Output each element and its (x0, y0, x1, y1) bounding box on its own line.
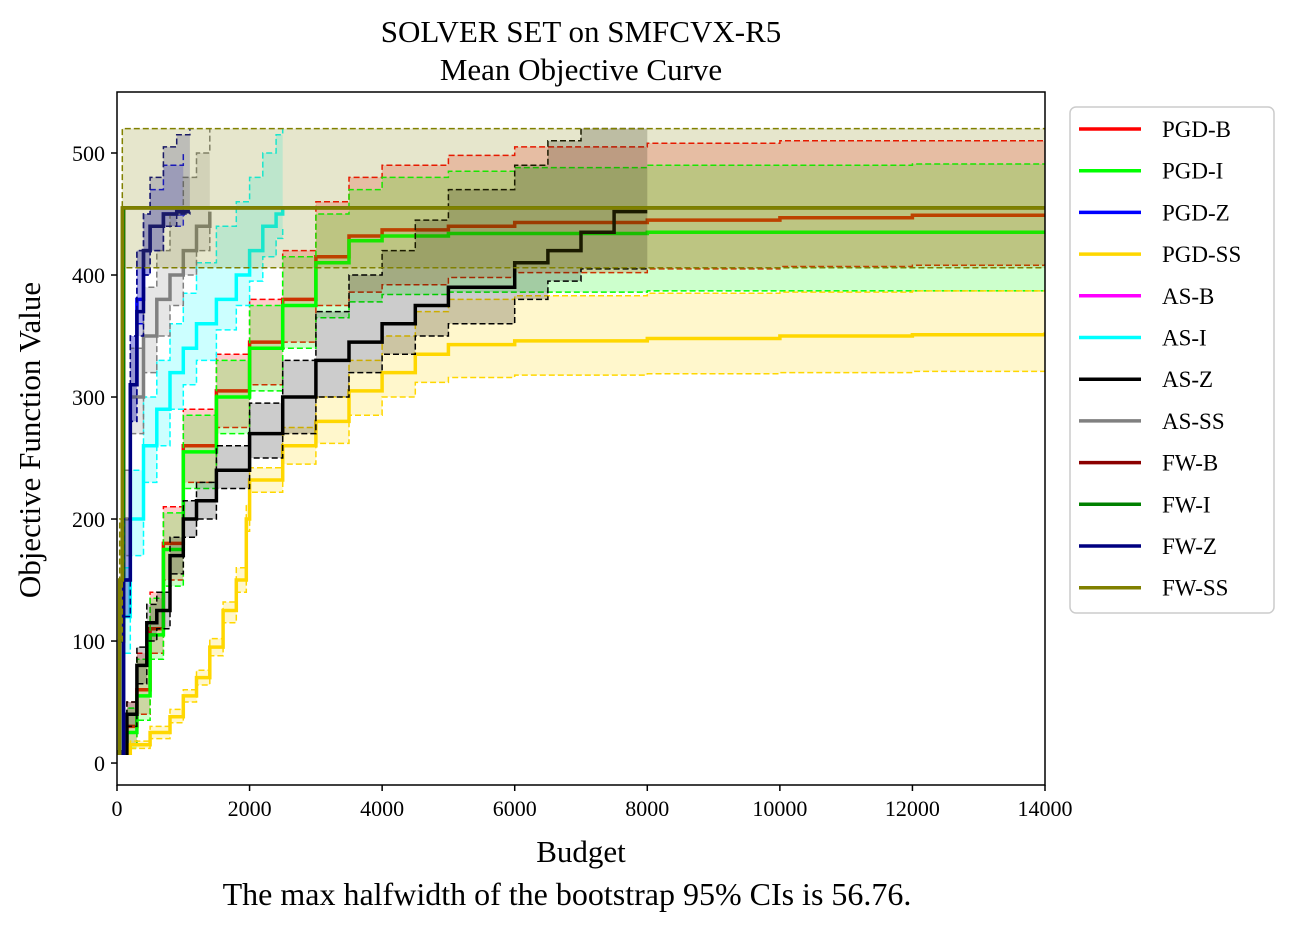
series-line-as-i (117, 207, 285, 756)
legend-label-pgd-z: PGD-Z (1162, 200, 1230, 225)
y-tick-label: 200 (72, 507, 105, 532)
y-tick-label: 300 (72, 385, 105, 410)
chart-title: SOLVER SET on SMFCVX-R5 (381, 14, 782, 49)
x-tick-label: 6000 (493, 796, 537, 821)
y-tick-label: 0 (94, 751, 105, 776)
ci-lower-as-i (117, 226, 284, 755)
y-tick-label: 100 (72, 629, 105, 654)
series-line-as-z (117, 209, 648, 756)
x-tick-label: 2000 (228, 796, 272, 821)
chart-subtitle: Mean Objective Curve (440, 52, 722, 87)
y-tick-label: 500 (72, 141, 105, 166)
legend-label-pgd-i: PGD-I (1162, 159, 1223, 184)
ci-band-fw-z (117, 128, 190, 754)
legend-frame (1069, 106, 1275, 614)
legend-label-as-ss: AS-SS (1162, 409, 1225, 434)
ci-upper-pgd-b (117, 140, 1045, 752)
legend: PGD-B PGD-I PGD-Z PGD-SS AS-B AS-I AS-Z AS-SS FW… (1069, 106, 1275, 614)
x-tick-label: 8000 (625, 796, 669, 821)
x-axis-label: Budget (536, 834, 626, 869)
caption: The max halfwidth of the bootstrap 95% C… (222, 876, 912, 912)
y-axis-label: Objective Function Value (12, 282, 47, 598)
x-tick-label: 12000 (885, 796, 940, 821)
ci-lower-pgd-ss (117, 370, 1045, 755)
plot-area (117, 127, 1045, 756)
legend-label-fw-ss: FW-SS (1162, 576, 1228, 601)
x-tick-label: 14000 (1018, 796, 1073, 821)
series-line-as-ss (117, 211, 212, 756)
ci-upper-pgd-ss (117, 289, 1045, 752)
ci-upper-as-i (117, 128, 284, 752)
legend-label-pgd-ss: PGD-SS (1162, 242, 1241, 267)
legend-label-pgd-b: PGD-B (1162, 117, 1231, 142)
legend-label-as-i: AS-I (1162, 326, 1207, 351)
legend-label-fw-i: FW-I (1162, 492, 1211, 517)
legend-label-fw-b: FW-B (1162, 451, 1218, 476)
series-line-fw-ss (117, 206, 1045, 756)
ci-lower-as-ss (117, 226, 211, 755)
axes: 0 2000 4000 6000 8000 10000 12000 14000 0 100 200 3… (72, 91, 1073, 821)
series-line-pgd-i (117, 230, 1045, 756)
ci-band-as-i (117, 128, 283, 754)
x-tick-label: 4000 (360, 796, 404, 821)
axes-frame (116, 91, 1046, 786)
ci-lower-pgd-i (117, 289, 1045, 755)
legend-label-fw-z: FW-Z (1162, 534, 1217, 559)
ci-lower-as-z (117, 268, 648, 755)
x-tick-label: 10000 (752, 796, 807, 821)
legend-label-as-z: AS-Z (1162, 367, 1213, 392)
legend-label-as-b: AS-B (1162, 284, 1214, 309)
series-line-fw-z (117, 209, 190, 756)
ci-band-as-ss (117, 128, 210, 754)
ci-upper-fw-z (117, 128, 191, 752)
series-line-pgd-ss (117, 332, 1045, 756)
x-tick-label: 0 (112, 796, 123, 821)
ci-band-fw-ss (117, 128, 1045, 754)
y-tick-label: 400 (72, 263, 105, 288)
